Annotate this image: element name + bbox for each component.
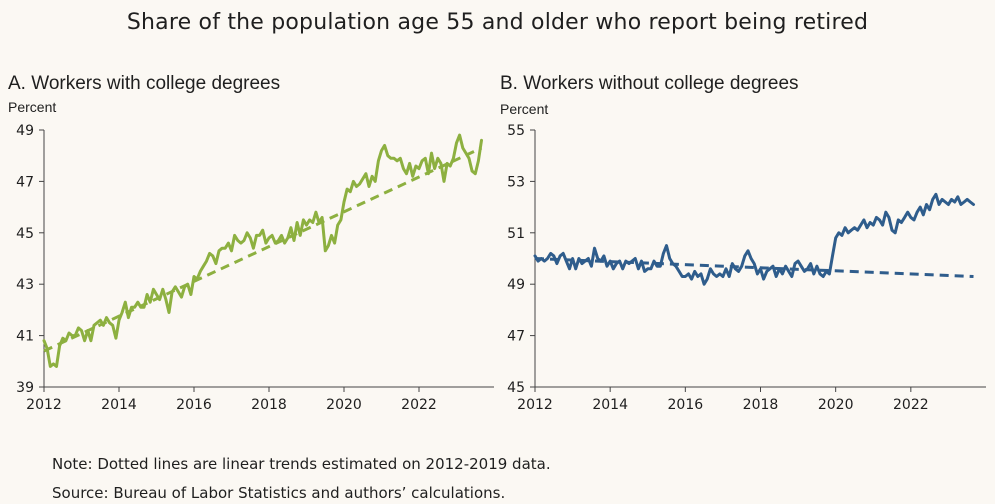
y-tick-label: 41	[16, 329, 34, 345]
data-line-b	[533, 192, 975, 286]
trend-line-b	[534, 257, 974, 278]
x-tick-label: 2020	[818, 397, 854, 413]
y-tick-label: 55	[507, 123, 525, 139]
panel-a-title: A. Workers with college degrees	[8, 73, 281, 94]
x-tick-label: 2022	[401, 397, 437, 413]
y-tick-label: 45	[507, 380, 525, 396]
data-line-a	[42, 133, 483, 368]
x-tick-label: 2014	[101, 397, 137, 413]
panel-b-unit-label: Percent	[500, 101, 549, 117]
trend-line-a	[43, 146, 483, 353]
x-tick-label: 2014	[592, 397, 628, 413]
panel-b-plot: 45 47 49 51 53 55 2012 2014 2016 2018 2020 2022	[507, 123, 986, 413]
panel-b-title: B. Workers without college degrees	[500, 73, 799, 94]
source-text: Source: Bureau of Labor Statistics and a…	[52, 484, 506, 502]
chart-title: Share of the population age 55 and older…	[126, 10, 869, 35]
y-tick-label: 39	[16, 380, 34, 396]
x-tick-label: 2020	[326, 397, 362, 413]
y-tick-label: 43	[16, 277, 34, 293]
panel-a-plot: 39 41 43 45 47 49 2012 2014 2016 2018 2020 2022	[16, 123, 494, 413]
y-tick-label: 53	[507, 174, 525, 190]
y-tick-label: 49	[507, 277, 525, 293]
x-tick-label: 2016	[176, 397, 212, 413]
y-tick-label: 45	[16, 226, 34, 242]
y-tick-label: 47	[507, 329, 525, 345]
x-tick-label: 2012	[517, 397, 553, 413]
x-tick-label: 2016	[668, 397, 704, 413]
x-tick-label: 2012	[26, 397, 62, 413]
x-tick-label: 2018	[251, 397, 287, 413]
note-text: Note: Dotted lines are linear trends est…	[52, 455, 551, 473]
x-tick-label: 2022	[893, 397, 929, 413]
y-tick-label: 47	[16, 174, 34, 190]
panel-a-unit-label: Percent	[8, 99, 57, 115]
y-tick-label: 51	[507, 226, 525, 242]
x-tick-label: 2018	[743, 397, 779, 413]
y-tick-label: 49	[16, 123, 34, 139]
